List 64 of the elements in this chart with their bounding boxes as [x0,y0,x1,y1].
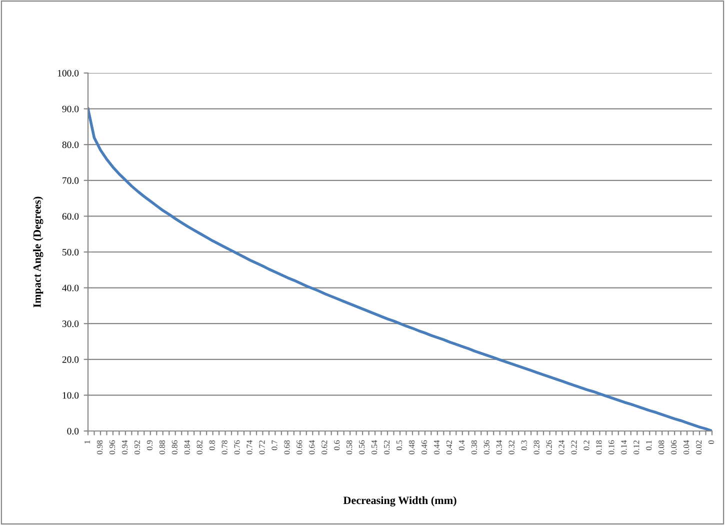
x-tick-label: 0.88 [159,440,165,454]
x-tick-label: 0.7 [272,440,278,450]
x-tick-label: 0.76 [234,440,240,454]
y-tick-label: 90.0 [62,106,79,112]
x-tick-label: 0 [708,440,714,444]
x-tick-label: 0.28 [534,440,540,454]
y-tick-label: 70.0 [62,177,79,184]
x-tick-label: 0.06 [671,440,677,454]
x-tick-label: 0.78 [222,440,228,454]
y-tick-label: 40.0 [62,284,79,292]
x-tick-label: 0.48 [408,440,415,454]
x-tick-label: 0.86 [172,440,178,454]
x-tick-label: 0.74 [246,440,252,454]
x-tick-label: 0.22 [571,440,577,454]
x-tick-label: 0.64 [309,440,315,454]
y-tick-label: 0.0 [67,428,79,435]
x-tick-label: 0.18 [596,440,602,454]
x-tick-label: 0.1 [646,440,652,450]
x-tick-label: 0.14 [621,440,627,454]
x-tick-label: 0.02 [696,440,702,454]
x-tick-label: 0.52 [384,440,390,454]
y-tick-label: 100.0 [58,70,79,77]
y-tick-label: 50.0 [62,248,79,256]
x-tick-label: 0.68 [284,440,290,454]
x-tick-label: 0.84 [184,440,190,454]
y-tick-label: 20.0 [62,356,79,363]
x-tick-label: 0.24 [558,440,564,454]
x-tick-label: 0.66 [296,440,302,454]
x-tick-label: 1 [84,440,90,444]
x-tick-label: 0.96 [109,440,116,454]
x-tick-label: 0.58 [346,440,352,454]
x-tick-label: 0.34 [496,440,502,454]
x-tick-label: 0.12 [634,440,640,454]
x-tick-label: 0.9 [146,440,153,450]
x-tick-label: 0.36 [484,440,490,454]
y-tick-label: 30.0 [62,320,79,328]
x-tick-label: 0.56 [359,440,365,454]
y-tick-label: 80.0 [62,142,79,148]
x-tick-label: 0.38 [471,440,477,454]
x-tick-label: 0.46 [421,440,428,454]
x-tick-label: 0.44 [434,440,440,454]
x-tick-label: 0.94 [122,440,128,454]
x-tick-label: 0.3 [521,440,527,450]
y-axis-title: Impact Angle (Degrees) [33,196,44,308]
x-tick-label: 0.26 [546,440,552,454]
x-tick-label: 0.92 [134,440,140,454]
x-tick-label: 0.04 [684,440,690,454]
x-tick-label: 0.16 [608,440,614,454]
x-tick-label: 0.62 [322,440,328,454]
x-tick-label: 0.98 [96,440,103,454]
x-axis-title: Decreasing Width (mm) [343,496,456,506]
x-tick-label: 0.08 [658,440,664,454]
x-tick-label: 0.4 [458,440,465,450]
x-tick-label: 0.32 [508,440,514,454]
x-tick-label: 0.5 [396,440,402,450]
x-tick-label: 0.8 [209,440,215,450]
y-tick-label: 60.0 [62,213,79,220]
x-tick-label: 0.42 [446,440,452,454]
x-tick-label: 0.72 [259,440,265,454]
x-tick-label: 0.6 [334,440,340,450]
x-tick-label: 0.82 [196,440,202,454]
y-tick-label: 10.0 [62,392,79,399]
x-tick-label: 0.54 [372,440,378,454]
x-tick-label: 0.2 [584,440,590,450]
